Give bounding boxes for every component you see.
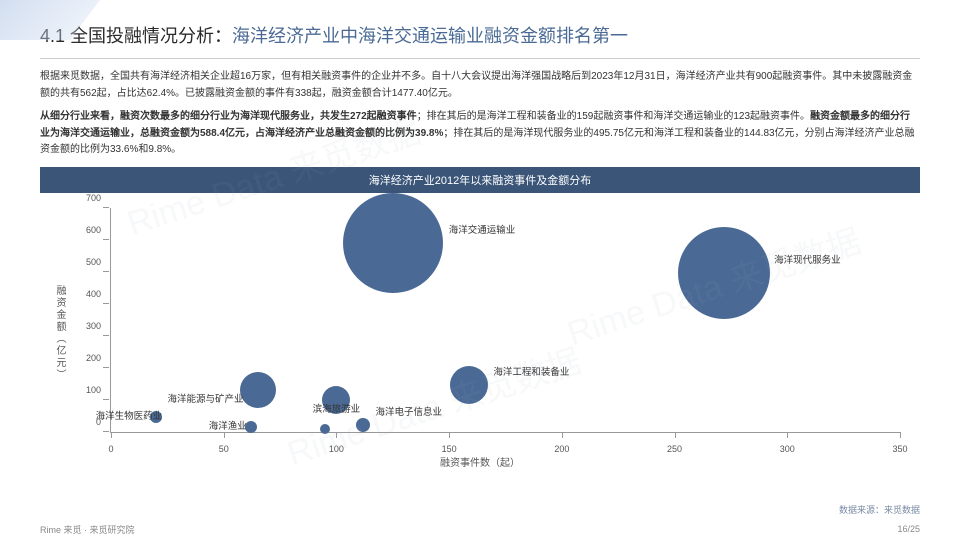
y-tick	[103, 399, 109, 400]
x-tick-label: 100	[329, 444, 344, 454]
y-tick	[103, 303, 109, 304]
y-tick-label: 100	[71, 385, 101, 395]
bubble-point	[450, 366, 488, 404]
y-tick	[103, 207, 109, 208]
y-tick	[103, 367, 109, 368]
bubble-point	[320, 424, 330, 434]
y-tick-label: 300	[71, 321, 101, 331]
bubble-label: 海洋现代服务业	[774, 252, 841, 266]
main-content: 4.1 全国投融情况分析：海洋经济产业中海洋交通运输业融资金额排名第一 根据来觅…	[0, 0, 960, 473]
plot-region: 0100200300400500600700050100150200250300…	[110, 208, 900, 433]
bubble-label: 海洋生物医药业	[96, 408, 163, 422]
bubble-point	[240, 372, 276, 408]
page-total: /25	[907, 524, 920, 534]
x-tick	[449, 432, 450, 438]
x-tick	[111, 432, 112, 438]
bubble-label: 海洋电子信息业	[375, 404, 442, 418]
x-tick-label: 250	[667, 444, 682, 454]
title-highlight: 海洋经济产业中海洋交通运输业融资金额排名第一	[232, 26, 628, 46]
footer-left: Rime 来觅 · 来觅研究院	[40, 523, 135, 536]
page-title: 4.1 全国投融情况分析：海洋经济产业中海洋交通运输业融资金额排名第一	[40, 22, 920, 48]
y-tick	[103, 271, 109, 272]
x-tick-label: 200	[554, 444, 569, 454]
bubble-label: 海洋能源与矿产业	[168, 391, 244, 405]
y-tick-label: 700	[71, 193, 101, 203]
x-tick	[336, 432, 337, 438]
chart-title: 海洋经济产业2012年以来融资事件及金额分布	[40, 167, 920, 193]
y-tick-label: 600	[71, 225, 101, 235]
title-underline	[40, 58, 920, 59]
x-tick	[675, 432, 676, 438]
bubble-point	[356, 418, 370, 432]
x-tick-label: 300	[780, 444, 795, 454]
x-tick	[224, 432, 225, 438]
y-axis-label: 融资金额（亿元）	[52, 285, 67, 381]
x-tick	[787, 432, 788, 438]
para2-mid: ；排在其后的是海洋工程和装备业的159起融资事件和海洋交通运输业的123起融资事…	[417, 111, 810, 122]
chart-container: 海洋经济产业2012年以来融资事件及金额分布 融资金额（亿元） 融资事件数（起）…	[40, 167, 920, 473]
y-tick	[103, 431, 109, 432]
x-tick	[562, 432, 563, 438]
y-tick	[103, 239, 109, 240]
y-tick-label: 500	[71, 257, 101, 267]
y-tick-label: 400	[71, 289, 101, 299]
paragraph-1: 根据来觅数据，全国共有海洋经济相关企业超16万家，但有相关融资事件的企业并不多。…	[40, 69, 920, 102]
x-tick-label: 0	[108, 444, 113, 454]
y-tick	[103, 335, 109, 336]
bubble-label: 滨海旅游业	[313, 401, 361, 415]
chart-area: 融资金额（亿元） 融资事件数（起） 0100200300400500600700…	[40, 193, 920, 473]
para2-bold1: 从细分行业来看，融资次数最多的细分行业为海洋现代服务业，共发生272起融资事件	[40, 111, 417, 122]
footer-page: 16/25	[897, 524, 920, 534]
bubble-point	[678, 227, 770, 319]
bubble-label: 海洋工程和装备业	[493, 364, 569, 378]
bubble-label: 海洋交通运输业	[449, 222, 516, 236]
page-current: 16	[897, 524, 907, 534]
x-tick-label: 350	[892, 444, 907, 454]
x-tick	[900, 432, 901, 438]
x-tick-label: 150	[442, 444, 457, 454]
bubble-label: 海洋渔业	[209, 418, 247, 432]
x-axis-label: 融资事件数（起）	[440, 454, 520, 469]
y-tick-label: 200	[71, 353, 101, 363]
bubble-point	[343, 193, 443, 293]
x-tick-label: 50	[219, 444, 229, 454]
footer: Rime 来觅 · 来觅研究院 16/25	[0, 518, 960, 540]
source-note: 数据来源：来觅数据	[839, 503, 920, 516]
paragraph-2: 从细分行业来看，融资次数最多的细分行业为海洋现代服务业，共发生272起融资事件；…	[40, 109, 920, 159]
